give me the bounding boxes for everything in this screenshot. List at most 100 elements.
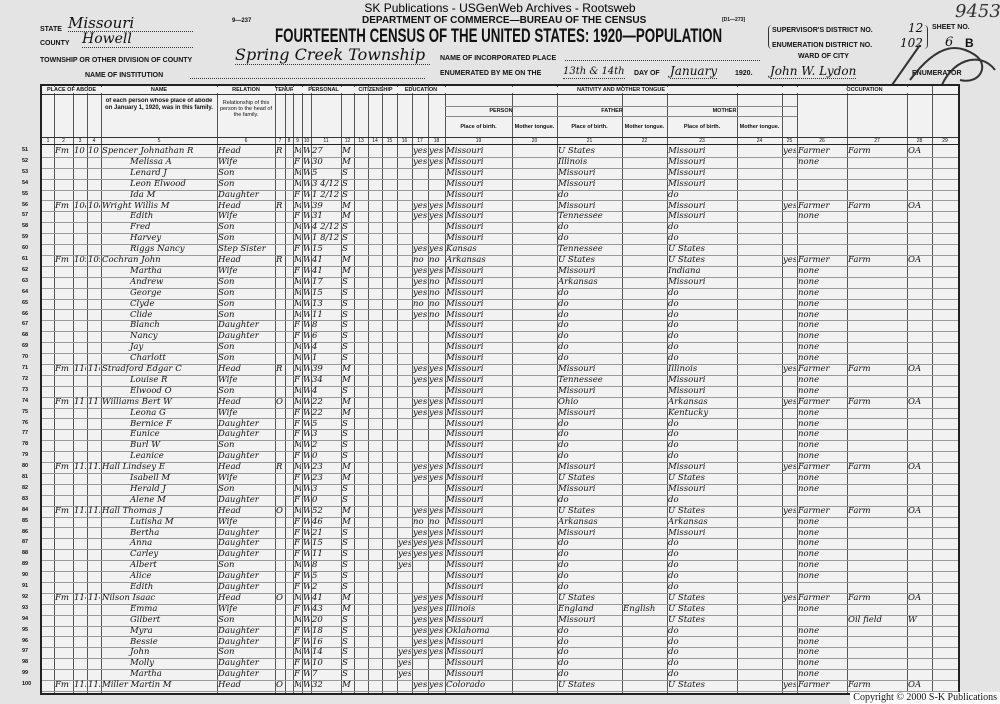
column-divider bbox=[667, 86, 668, 693]
cell-fam: 109 bbox=[88, 255, 100, 265]
cell-name: Cochran John bbox=[102, 255, 161, 265]
cell-name: Alene M bbox=[130, 494, 166, 505]
cell-fbp: do bbox=[558, 222, 569, 233]
cell-bp: Missouri bbox=[446, 592, 484, 603]
cell-age: 16 bbox=[312, 636, 323, 647]
state-value: Missouri bbox=[68, 15, 193, 32]
table-row: Fm108108Wright Willis MHeadRMW39MyesyesM… bbox=[42, 201, 958, 213]
cell-rel: Son bbox=[218, 385, 235, 396]
cell-occ: none bbox=[798, 211, 820, 222]
cell-name: Leona G bbox=[130, 407, 166, 418]
cell-rel: Son bbox=[218, 233, 235, 244]
cell-read: yes bbox=[413, 603, 427, 614]
cell-mbp: do bbox=[668, 320, 679, 331]
cell-bp: Missouri bbox=[446, 189, 484, 200]
cell-write: yes bbox=[429, 549, 444, 560]
cell-school: yes bbox=[398, 658, 411, 669]
cell-age: 43 bbox=[312, 603, 323, 614]
cell-ms: S bbox=[342, 614, 348, 625]
column-divider bbox=[512, 86, 513, 693]
cell-age: 13 bbox=[312, 298, 323, 309]
cell-dw: 113 bbox=[74, 505, 86, 516]
cell-race: W bbox=[303, 277, 310, 287]
column-group-citizenship: CITIZENSHIP bbox=[354, 87, 397, 93]
column-group-personal: PERSONAL DESCRIPTION bbox=[293, 87, 354, 93]
table-row: Lenard J Son MW5 S Missouri Missouri Missouri bbox=[42, 168, 958, 180]
cell-mbp: Missouri bbox=[668, 156, 706, 167]
mother-tongue-label: Mother tongue. bbox=[739, 124, 780, 130]
cell-read: no bbox=[413, 255, 424, 265]
column-number: 13 bbox=[358, 138, 364, 144]
cell-mbp: Missouri bbox=[668, 276, 706, 287]
subgroup-divider bbox=[445, 106, 797, 107]
cell-dw: 107 bbox=[74, 146, 86, 156]
cell-fbp: do bbox=[558, 658, 569, 669]
cell-bp: Missouri bbox=[446, 320, 484, 331]
cell-read: yes bbox=[413, 407, 427, 418]
cell-ms: S bbox=[342, 440, 348, 451]
cell-ms: S bbox=[342, 320, 348, 331]
cell-eng: yes bbox=[783, 680, 796, 691]
cell-rel: Head bbox=[218, 146, 241, 156]
cell-bp: Missouri bbox=[446, 669, 484, 680]
line-number: 72 bbox=[22, 375, 29, 382]
column-divider bbox=[311, 86, 312, 693]
department: DEPARTMENT OF COMMERCE—BUREAU OF THE CEN… bbox=[362, 15, 647, 26]
column-number: 22 bbox=[641, 138, 648, 144]
cell-write: yes bbox=[429, 592, 444, 603]
line-number: 83 bbox=[22, 495, 29, 502]
table-row: Ida M Daughter FW1 2/12S Missouri do do bbox=[42, 190, 958, 202]
cell-occ: Farmer bbox=[798, 462, 830, 473]
cell-ind: Farm bbox=[848, 592, 871, 603]
cell-rel: Wife bbox=[218, 265, 238, 276]
column-number: 6 bbox=[244, 138, 248, 144]
cell-own: O bbox=[276, 505, 283, 516]
cell-sex: F bbox=[294, 418, 300, 429]
cell-read: yes bbox=[413, 146, 427, 156]
cell-race: W bbox=[303, 549, 310, 559]
cell-read: yes bbox=[413, 396, 427, 407]
cell-school: yes bbox=[398, 549, 411, 560]
cell-ms: M bbox=[342, 462, 351, 473]
column-divider bbox=[932, 86, 933, 693]
line-number: 75 bbox=[22, 408, 29, 415]
line-number: 89 bbox=[22, 561, 29, 568]
cell-write: yes bbox=[429, 527, 444, 538]
column-number: 3 bbox=[78, 138, 82, 144]
table-row: BessieDaughterFW16SyesyesMissouridodonon… bbox=[42, 637, 958, 649]
line-number: 68 bbox=[22, 332, 29, 339]
line-number: 96 bbox=[22, 637, 29, 644]
cell-rel: Daughter bbox=[218, 571, 259, 582]
cell-bp: Missouri bbox=[446, 505, 484, 516]
column-number: 20 bbox=[531, 138, 538, 144]
cell-sex: M bbox=[294, 484, 301, 494]
cell-ms: S bbox=[342, 582, 348, 592]
line-number: 99 bbox=[22, 670, 29, 677]
cell-sex: M bbox=[294, 386, 301, 396]
table-row: Bernice F Daughter FW5 S Missouri do do none bbox=[42, 419, 958, 431]
cell-occ: Farmer bbox=[798, 592, 830, 603]
cell-dw: 109 bbox=[74, 255, 86, 265]
cell-sex: M bbox=[294, 310, 301, 320]
cell-read: yes bbox=[413, 473, 427, 483]
cell-mbp: U States bbox=[668, 505, 705, 516]
cell-school: yes bbox=[398, 560, 411, 571]
cell-fbp: Ohio bbox=[558, 396, 579, 407]
cell-mbp: do bbox=[668, 560, 679, 571]
cell-ms: S bbox=[342, 549, 348, 560]
column-group-tenure: TENURE bbox=[275, 87, 293, 93]
cell-race: W bbox=[303, 201, 310, 211]
cell-mark: Fm bbox=[55, 680, 69, 691]
cell-sex: M bbox=[294, 233, 301, 243]
cell-bp: Missouri bbox=[446, 222, 484, 233]
cell-race: W bbox=[303, 179, 310, 189]
table-row: Fm109109Cochran JohnHeadRMW41MnonoArkans… bbox=[42, 255, 958, 267]
cell-rel: Son bbox=[218, 440, 235, 451]
cell-ms: S bbox=[342, 244, 348, 255]
cell-rel: Daughter bbox=[218, 636, 259, 647]
column-divider bbox=[285, 86, 286, 693]
table-row: Fm111111Williams Bert WHeadOMW22MyesyesM… bbox=[42, 397, 958, 409]
